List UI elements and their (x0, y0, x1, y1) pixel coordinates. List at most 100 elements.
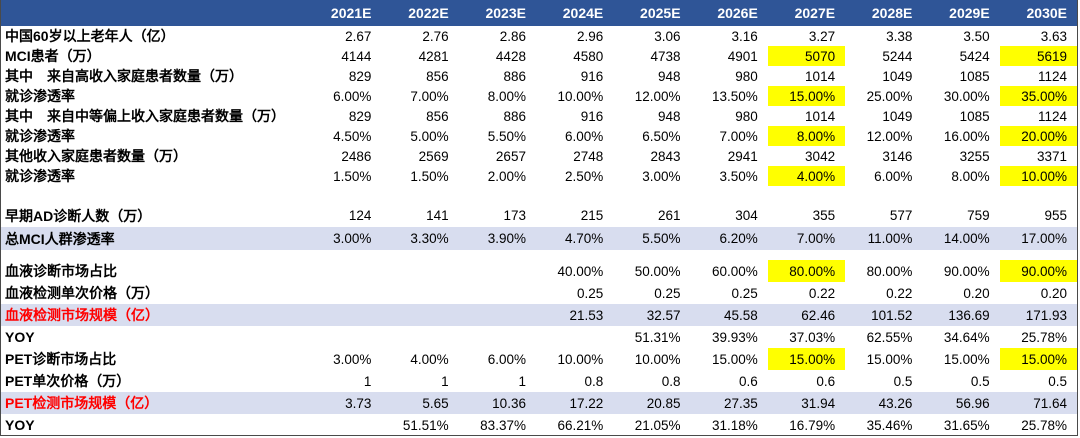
data-cell: 2.86 (499, 28, 526, 44)
data-cell: 1085 (959, 68, 990, 84)
data-cell: 62.46 (767, 304, 846, 326)
data-cell: 35.46% (866, 417, 913, 433)
year-column-header: 2023E (458, 0, 536, 26)
data-cell: 0.25 (731, 285, 758, 301)
data-cell: 856 (426, 108, 449, 124)
data-cell: 3146 (882, 148, 913, 164)
row-label: 血液检测单次价格（万） (5, 285, 159, 301)
data-cell: 5619 (999, 46, 1077, 66)
data-cell: 1 (518, 373, 526, 389)
data-cell: 3.38 (886, 28, 913, 44)
data-cell: 27.35 (690, 392, 768, 414)
data-cell: 829 (348, 68, 372, 84)
data-cell (304, 326, 381, 348)
row-label: MCI患者（万） (5, 48, 101, 64)
data-cell: 948 (658, 68, 681, 84)
data-cell: 50.00% (634, 263, 681, 279)
row-label: 就诊渗透率 (5, 168, 75, 184)
spacer-row (1, 250, 1077, 260)
row-label: 其他收入家庭患者数量（万） (5, 148, 187, 164)
data-cell: 916 (580, 108, 604, 124)
data-cell: 4738 (650, 48, 681, 64)
data-cell: 51.31% (634, 329, 681, 345)
table-row: 血液检测单次价格（万） 0.25 0.25 0.25 0.22 0.22 0.20 0.20 (1, 282, 1077, 304)
data-cell: 31.65% (943, 417, 990, 433)
row-label: YOY (5, 329, 35, 345)
data-cell: 3.50 (963, 28, 990, 44)
table-row: PET单次价格（万） 1 1 1 0.8 0.8 0.6 0.6 0.5 0.5 0.5 (1, 370, 1077, 392)
table-row: YOY 51.51% 83.37% 66.21% 21.05% 31.18% 16.79% 3… (1, 414, 1077, 435)
year-column-header: 2022E (381, 0, 459, 26)
table-row: 总MCI人群渗透率 3.00% 3.30% 3.90% 4.70% 5.50% 6.20% 7… (1, 227, 1077, 250)
data-cell: 10.36 (458, 392, 536, 414)
data-cell: 980 (735, 108, 758, 124)
data-cell: 3.16 (731, 28, 758, 44)
table-row: 血液诊断市场占比 40.00% 50.00% 60.00% 80.00% 80.00% 90… (1, 260, 1077, 282)
data-cell: 955 (1044, 208, 1067, 223)
data-cell: 6.00% (333, 88, 372, 104)
data-cell: 759 (967, 208, 990, 223)
data-cell: 5.50% (613, 227, 691, 250)
year-column-header: 2025E (613, 0, 691, 26)
row-label: PET诊断市场占比 (5, 351, 117, 367)
data-cell: 3371 (1036, 148, 1067, 164)
data-cell: 1 (363, 373, 372, 389)
data-cell (304, 282, 381, 304)
data-cell: 577 (889, 208, 913, 223)
data-cell: 60.00% (712, 263, 758, 279)
data-cell: 136.69 (922, 304, 1000, 326)
data-cell: 3042 (805, 148, 836, 164)
data-cell: 37.03% (789, 329, 836, 345)
data-cell: 8.00% (767, 126, 846, 146)
data-cell: 90.00% (999, 260, 1077, 282)
data-cell: 215 (580, 208, 604, 223)
data-cell: 56.96 (922, 392, 1000, 414)
table-row: PET检测市场规模（亿） 3.73 5.65 10.36 17.22 20.85 27.35… (1, 392, 1077, 414)
data-cell: 90.00% (943, 263, 990, 279)
data-cell: 2.67 (345, 28, 372, 44)
spacer-cell (1, 186, 1077, 204)
data-cell: 71.64 (999, 392, 1077, 414)
data-cell: 980 (735, 68, 758, 84)
data-cell: 4.50% (333, 128, 372, 144)
data-cell: 3.73 (304, 392, 382, 414)
data-cell: 21.53 (535, 304, 614, 326)
row-label: 其中 来自高收入家庭患者数量（万） (5, 68, 243, 84)
data-cell: 12.00% (866, 128, 913, 144)
data-cell (381, 326, 458, 348)
year-column-header: 2021E (304, 0, 382, 26)
data-cell: 5070 (767, 46, 846, 66)
data-cell: 45.58 (690, 304, 768, 326)
data-cell: 1049 (882, 108, 913, 124)
data-cell: 4144 (341, 48, 372, 64)
data-cell: 0.22 (886, 285, 913, 301)
data-cell: 3.00% (333, 351, 372, 367)
data-cell: 62.55% (866, 329, 913, 345)
data-cell: 20.00% (999, 126, 1077, 146)
data-cell: 1.50% (333, 168, 372, 184)
row-label: 其中 来自中等偏上收入家庭患者数量（万） (5, 108, 285, 124)
data-cell: 2843 (650, 148, 681, 164)
table-row: 血液检测市场规模（亿） 21.53 32.57 45.58 62.46 101.52 136… (1, 304, 1077, 326)
data-cell (304, 304, 382, 326)
data-cell: 1014 (805, 68, 836, 84)
data-cell (458, 304, 536, 326)
data-cell: 10.00% (999, 166, 1077, 186)
data-cell: 4580 (573, 48, 604, 64)
data-cell: 4.70% (535, 227, 614, 250)
data-cell: 16.79% (789, 417, 836, 433)
data-cell: 17.00% (999, 227, 1077, 250)
data-cell: 886 (503, 108, 526, 124)
data-cell: 3.63 (1040, 28, 1067, 44)
data-cell: 8.00% (951, 168, 990, 184)
table-row: 其中 来自中等偏上收入家庭患者数量（万） 829 856 886 916 948 980 10… (1, 106, 1077, 126)
table-row: MCI患者（万） 4144 4281 4428 4580 4738 4901 5070 5244… (1, 46, 1077, 66)
data-cell: 0.8 (584, 373, 604, 389)
data-cell: 0.6 (739, 373, 758, 389)
data-cell: 1124 (1037, 68, 1067, 84)
row-label: 中国60岁以上老年人（亿） (5, 28, 175, 44)
data-cell: 0.25 (654, 285, 681, 301)
data-cell (381, 260, 458, 282)
table-row: 中国60岁以上老年人（亿） 2.67 2.76 2.86 2.96 3.06 3.16 3.2… (1, 26, 1077, 46)
data-cell: 355 (812, 208, 836, 223)
